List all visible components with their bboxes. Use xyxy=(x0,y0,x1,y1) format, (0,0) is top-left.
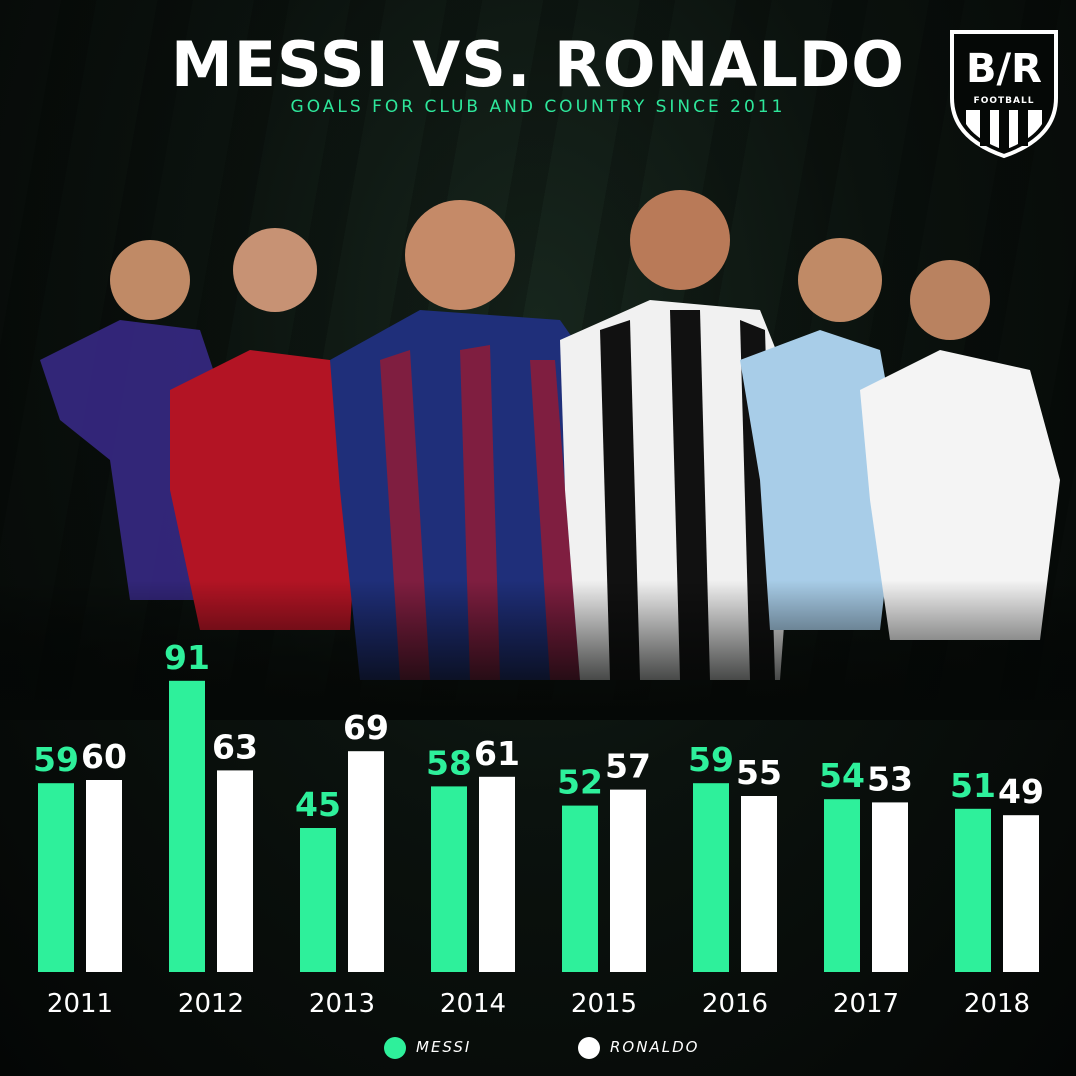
logo-text: B/R xyxy=(966,46,1042,92)
bar-messi-2013 xyxy=(300,828,336,972)
data-label-messi-2017: 54 xyxy=(819,756,865,795)
data-label-ronaldo-2011: 60 xyxy=(81,737,127,776)
data-label-ronaldo-2018: 49 xyxy=(998,772,1044,811)
bar-group-2014: 58 61 2014 xyxy=(426,734,520,1019)
legend-swatch-ronaldo xyxy=(578,1037,600,1059)
data-label-ronaldo-2012: 63 xyxy=(212,727,258,766)
x-tick-label-2011: 2011 xyxy=(47,989,113,1019)
data-label-messi-2011: 59 xyxy=(33,740,79,779)
bar-messi-2018 xyxy=(955,808,991,972)
data-label-ronaldo-2016: 55 xyxy=(736,753,782,792)
bar-ronaldo-2015 xyxy=(610,789,646,972)
x-tick-label-2012: 2012 xyxy=(178,989,244,1019)
bar-group-2012: 91 63 2012 xyxy=(164,638,258,1019)
legend-swatch-messi xyxy=(384,1037,406,1059)
data-label-messi-2013: 45 xyxy=(295,785,341,824)
bar-group-2016: 59 55 2016 xyxy=(688,740,782,1019)
page-title: MESSI VS. RONALDO xyxy=(171,28,905,101)
bar-ronaldo-2018 xyxy=(1003,815,1039,972)
legend-label-ronaldo: RONALDO xyxy=(610,1038,700,1056)
bar-messi-2014 xyxy=(431,786,467,972)
data-label-messi-2012: 91 xyxy=(164,638,210,677)
data-label-ronaldo-2013: 69 xyxy=(343,708,389,747)
data-label-ronaldo-2015: 57 xyxy=(605,747,651,786)
bar-messi-2012 xyxy=(169,680,205,972)
data-label-messi-2016: 59 xyxy=(688,740,734,779)
bar-messi-2011 xyxy=(38,783,74,972)
bar-ronaldo-2013 xyxy=(348,751,384,972)
x-tick-label-2015: 2015 xyxy=(571,989,637,1019)
shield-icon xyxy=(950,30,1058,159)
x-tick-label-2018: 2018 xyxy=(964,989,1030,1019)
legend-label-messi: MESSI xyxy=(416,1038,472,1056)
x-tick-label-2013: 2013 xyxy=(309,989,375,1019)
bar-group-2018: 51 49 2018 xyxy=(950,766,1044,1019)
bar-ronaldo-2012 xyxy=(217,770,253,972)
players-photo xyxy=(0,160,1076,720)
br-football-logo: B/R FOOTBALL xyxy=(946,28,1062,160)
bar-messi-2017 xyxy=(824,799,860,972)
logo-subtext: FOOTBALL xyxy=(973,96,1035,106)
data-label-ronaldo-2017: 53 xyxy=(867,759,913,798)
page-subtitle: GOALS FOR CLUB AND COUNTRY SINCE 2011 xyxy=(290,97,786,117)
bar-group-2015: 52 57 2015 xyxy=(557,747,651,1019)
bar-messi-2016 xyxy=(693,783,729,972)
bar-messi-2015 xyxy=(562,805,598,972)
data-label-ronaldo-2014: 61 xyxy=(474,734,520,773)
x-tick-label-2017: 2017 xyxy=(833,989,899,1019)
x-tick-label-2014: 2014 xyxy=(440,989,506,1019)
bar-group-2011: 59 60 2011 xyxy=(33,737,127,1019)
bar-group-2017: 54 53 2017 xyxy=(819,756,913,1019)
data-label-messi-2014: 58 xyxy=(426,743,472,782)
data-label-messi-2018: 51 xyxy=(950,766,996,805)
bar-ronaldo-2017 xyxy=(872,802,908,972)
chart-legend: MESSI RONALDO xyxy=(384,1036,744,1060)
bar-ronaldo-2016 xyxy=(741,796,777,972)
data-label-messi-2015: 52 xyxy=(557,763,603,802)
bar-ronaldo-2011 xyxy=(86,780,122,972)
x-tick-label-2016: 2016 xyxy=(702,989,768,1019)
bar-ronaldo-2014 xyxy=(479,776,515,972)
